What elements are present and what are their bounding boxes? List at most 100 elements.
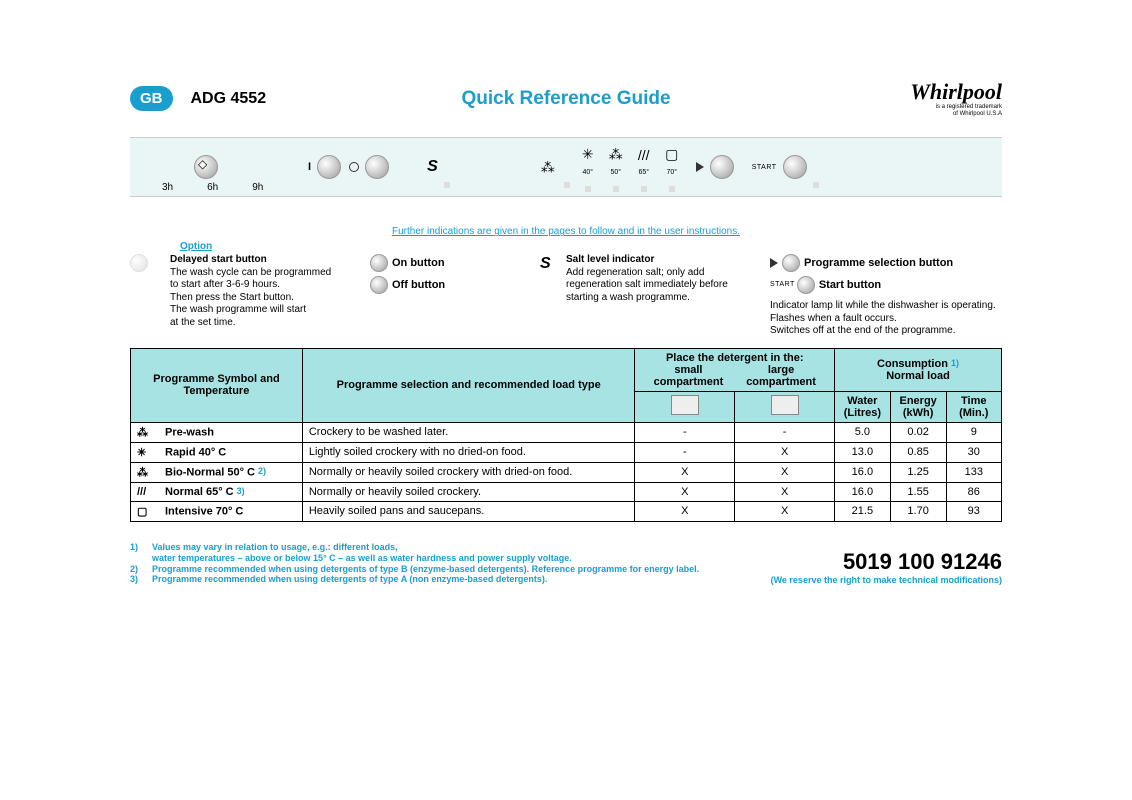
th-cons-text: Consumption bbox=[877, 358, 948, 370]
brand-subtext-2: of Whirlpool U.S.A bbox=[910, 111, 1002, 118]
prog-legend-knob bbox=[782, 254, 800, 272]
delay-group: ◇ 3h 6h 9h bbox=[140, 155, 280, 179]
table-row: ⁂Bio-Normal 50° C2)Normally or heavily s… bbox=[131, 462, 1002, 482]
on-mark: I bbox=[308, 161, 311, 173]
normal-indicator bbox=[641, 186, 647, 192]
off-legend-icon bbox=[370, 276, 388, 294]
on-knob bbox=[317, 155, 341, 179]
rapid-icon: ✳ bbox=[578, 146, 598, 163]
th-prog: Programme Symbol and Temperature bbox=[131, 348, 303, 422]
rapid-temp-label: 40° bbox=[582, 169, 593, 176]
off-label: Off button bbox=[392, 279, 445, 293]
start-group: START bbox=[752, 155, 819, 179]
th-sel: Programme selection and recommended load… bbox=[302, 348, 635, 422]
normal65-group: /// 65° bbox=[634, 147, 654, 188]
delay-l1: The wash cycle can be programmed bbox=[170, 267, 331, 278]
prog-btn-label: Programme selection button bbox=[804, 257, 953, 271]
legend-salt: S Salt level indicator Add regeneration … bbox=[540, 254, 760, 338]
th-det-text: Place the detergent in the: bbox=[666, 352, 804, 364]
delay-6h-label: 6h bbox=[207, 182, 218, 193]
delay-legend-icon bbox=[130, 254, 148, 272]
small-compartment-icon bbox=[671, 395, 699, 415]
further-link-line: Further indications are given in the pag… bbox=[130, 225, 1002, 237]
delay-l4: The wash programme will start bbox=[170, 304, 306, 315]
large-compartment-icon bbox=[771, 395, 799, 415]
fn2: Programme recommended when using deterge… bbox=[152, 564, 699, 574]
salt-indicator bbox=[444, 182, 450, 188]
prog-icon: ⁂ bbox=[137, 466, 159, 479]
further-instructions-link[interactable]: Further indications are given in the pag… bbox=[392, 226, 740, 237]
start-knob bbox=[783, 155, 807, 179]
table-row: ✳Rapid 40° CLightly soiled crockery with… bbox=[131, 442, 1002, 462]
start-indicator bbox=[813, 182, 819, 188]
part-number: 5019 100 91246 bbox=[771, 549, 1002, 575]
delay-3h-label: 3h bbox=[162, 182, 173, 193]
salt-icon: S bbox=[427, 158, 438, 176]
footnotes-row: 1)Values may vary in relation to usage, … bbox=[130, 542, 1002, 585]
intensive-indicator bbox=[669, 186, 675, 192]
off-mark-icon bbox=[349, 162, 359, 172]
fn1b: water temperatures – above or below 15° … bbox=[152, 553, 572, 563]
start-legend-knob bbox=[797, 276, 815, 294]
table-row: ⁂Pre-washCrockery to be washed later.--5… bbox=[131, 422, 1002, 442]
table-row: ▢Intensive 70° CHeavily soiled pans and … bbox=[131, 501, 1002, 521]
disclaimer: (We reserve the right to make technical … bbox=[771, 575, 1002, 585]
footnotes-text: 1)Values may vary in relation to usage, … bbox=[130, 542, 751, 585]
fn3: Programme recommended when using deterge… bbox=[152, 574, 547, 584]
salt-l1: Add regeneration salt; only add bbox=[566, 267, 704, 278]
th-water: Water (Litres) bbox=[835, 391, 891, 422]
page-title: Quick Reference Guide bbox=[461, 88, 670, 110]
delay-title: Delayed start button bbox=[170, 254, 267, 265]
start-btn-label: Start button bbox=[819, 279, 881, 293]
th-cons-sup: 1) bbox=[951, 358, 959, 368]
delay-9h-label: 9h bbox=[252, 182, 263, 193]
control-panel: ◇ 3h 6h 9h I S ⁂ ✳ 40° bbox=[130, 137, 1002, 197]
th-cons: Consumption1) Normal load bbox=[835, 348, 1002, 391]
prog-select-group bbox=[696, 155, 734, 179]
bio-icon: ⁂ bbox=[606, 146, 626, 163]
legend-row: Delayed start button The wash cycle can … bbox=[130, 254, 1002, 338]
brand-subtext-1: is a registered trademark bbox=[910, 104, 1002, 111]
country-badge: GB bbox=[130, 86, 173, 111]
brand-logo: Whirlpool bbox=[910, 80, 1002, 104]
prog-knob bbox=[710, 155, 734, 179]
legend-onoff: On button Off button bbox=[370, 254, 530, 338]
intensive-icon: ▢ bbox=[662, 146, 682, 163]
program-triangle-icon bbox=[696, 162, 704, 172]
model-number: ADG 4552 bbox=[191, 90, 267, 108]
prog-icon: /// bbox=[137, 486, 159, 498]
bio50-group: ⁂ 50° bbox=[606, 146, 626, 188]
table-row: ///Normal 65° C3)Normally or heavily soi… bbox=[131, 482, 1002, 501]
rapid-indicator bbox=[585, 186, 591, 192]
delay-labels: 3h 6h 9h bbox=[162, 182, 263, 193]
salt-legend-icon: S bbox=[540, 255, 551, 272]
th-cons-sub: Normal load bbox=[886, 370, 950, 382]
legend-delay: Delayed start button The wash cycle can … bbox=[130, 254, 360, 338]
fn2-num: 2) bbox=[130, 564, 152, 575]
delay-l5: at the set time. bbox=[170, 317, 236, 328]
programme-table: Programme Symbol and Temperature Program… bbox=[130, 348, 1002, 522]
start-label-panel: START bbox=[752, 164, 777, 171]
th-det-small: small compartment bbox=[644, 364, 734, 388]
normal-icon: /// bbox=[634, 147, 654, 163]
fn1-num: 1) bbox=[130, 542, 152, 553]
header-row: GB ADG 4552 Quick Reference Guide Whirlp… bbox=[130, 80, 1002, 117]
intensive-temp-label: 70° bbox=[666, 169, 677, 176]
salt-l3: starting a wash programme. bbox=[566, 292, 690, 303]
prewash-icon: ⁂ bbox=[538, 159, 558, 176]
prewash-group: ⁂ bbox=[538, 159, 570, 176]
footnotes-right: 5019 100 91246 (We reserve the right to … bbox=[771, 549, 1002, 585]
salt-group: S bbox=[427, 158, 450, 176]
delay-l3: Then press the Start button. bbox=[170, 292, 294, 303]
intensive70-group: ▢ 70° bbox=[662, 146, 682, 188]
option-heading: Option bbox=[180, 241, 1002, 252]
legend-start: Programme selection button START Start bu… bbox=[770, 254, 1000, 338]
th-time: Time (Min.) bbox=[946, 391, 1001, 422]
bio-indicator bbox=[613, 186, 619, 192]
delay-l2: to start after 3-6-9 hours. bbox=[170, 279, 280, 290]
start-legend-text: START bbox=[770, 281, 795, 290]
on-label: On button bbox=[392, 257, 445, 271]
salt-title: Salt level indicator bbox=[566, 254, 654, 265]
th-energy: Energy (kWh) bbox=[890, 391, 946, 422]
th-det: Place the detergent in the: small compar… bbox=[635, 348, 835, 391]
